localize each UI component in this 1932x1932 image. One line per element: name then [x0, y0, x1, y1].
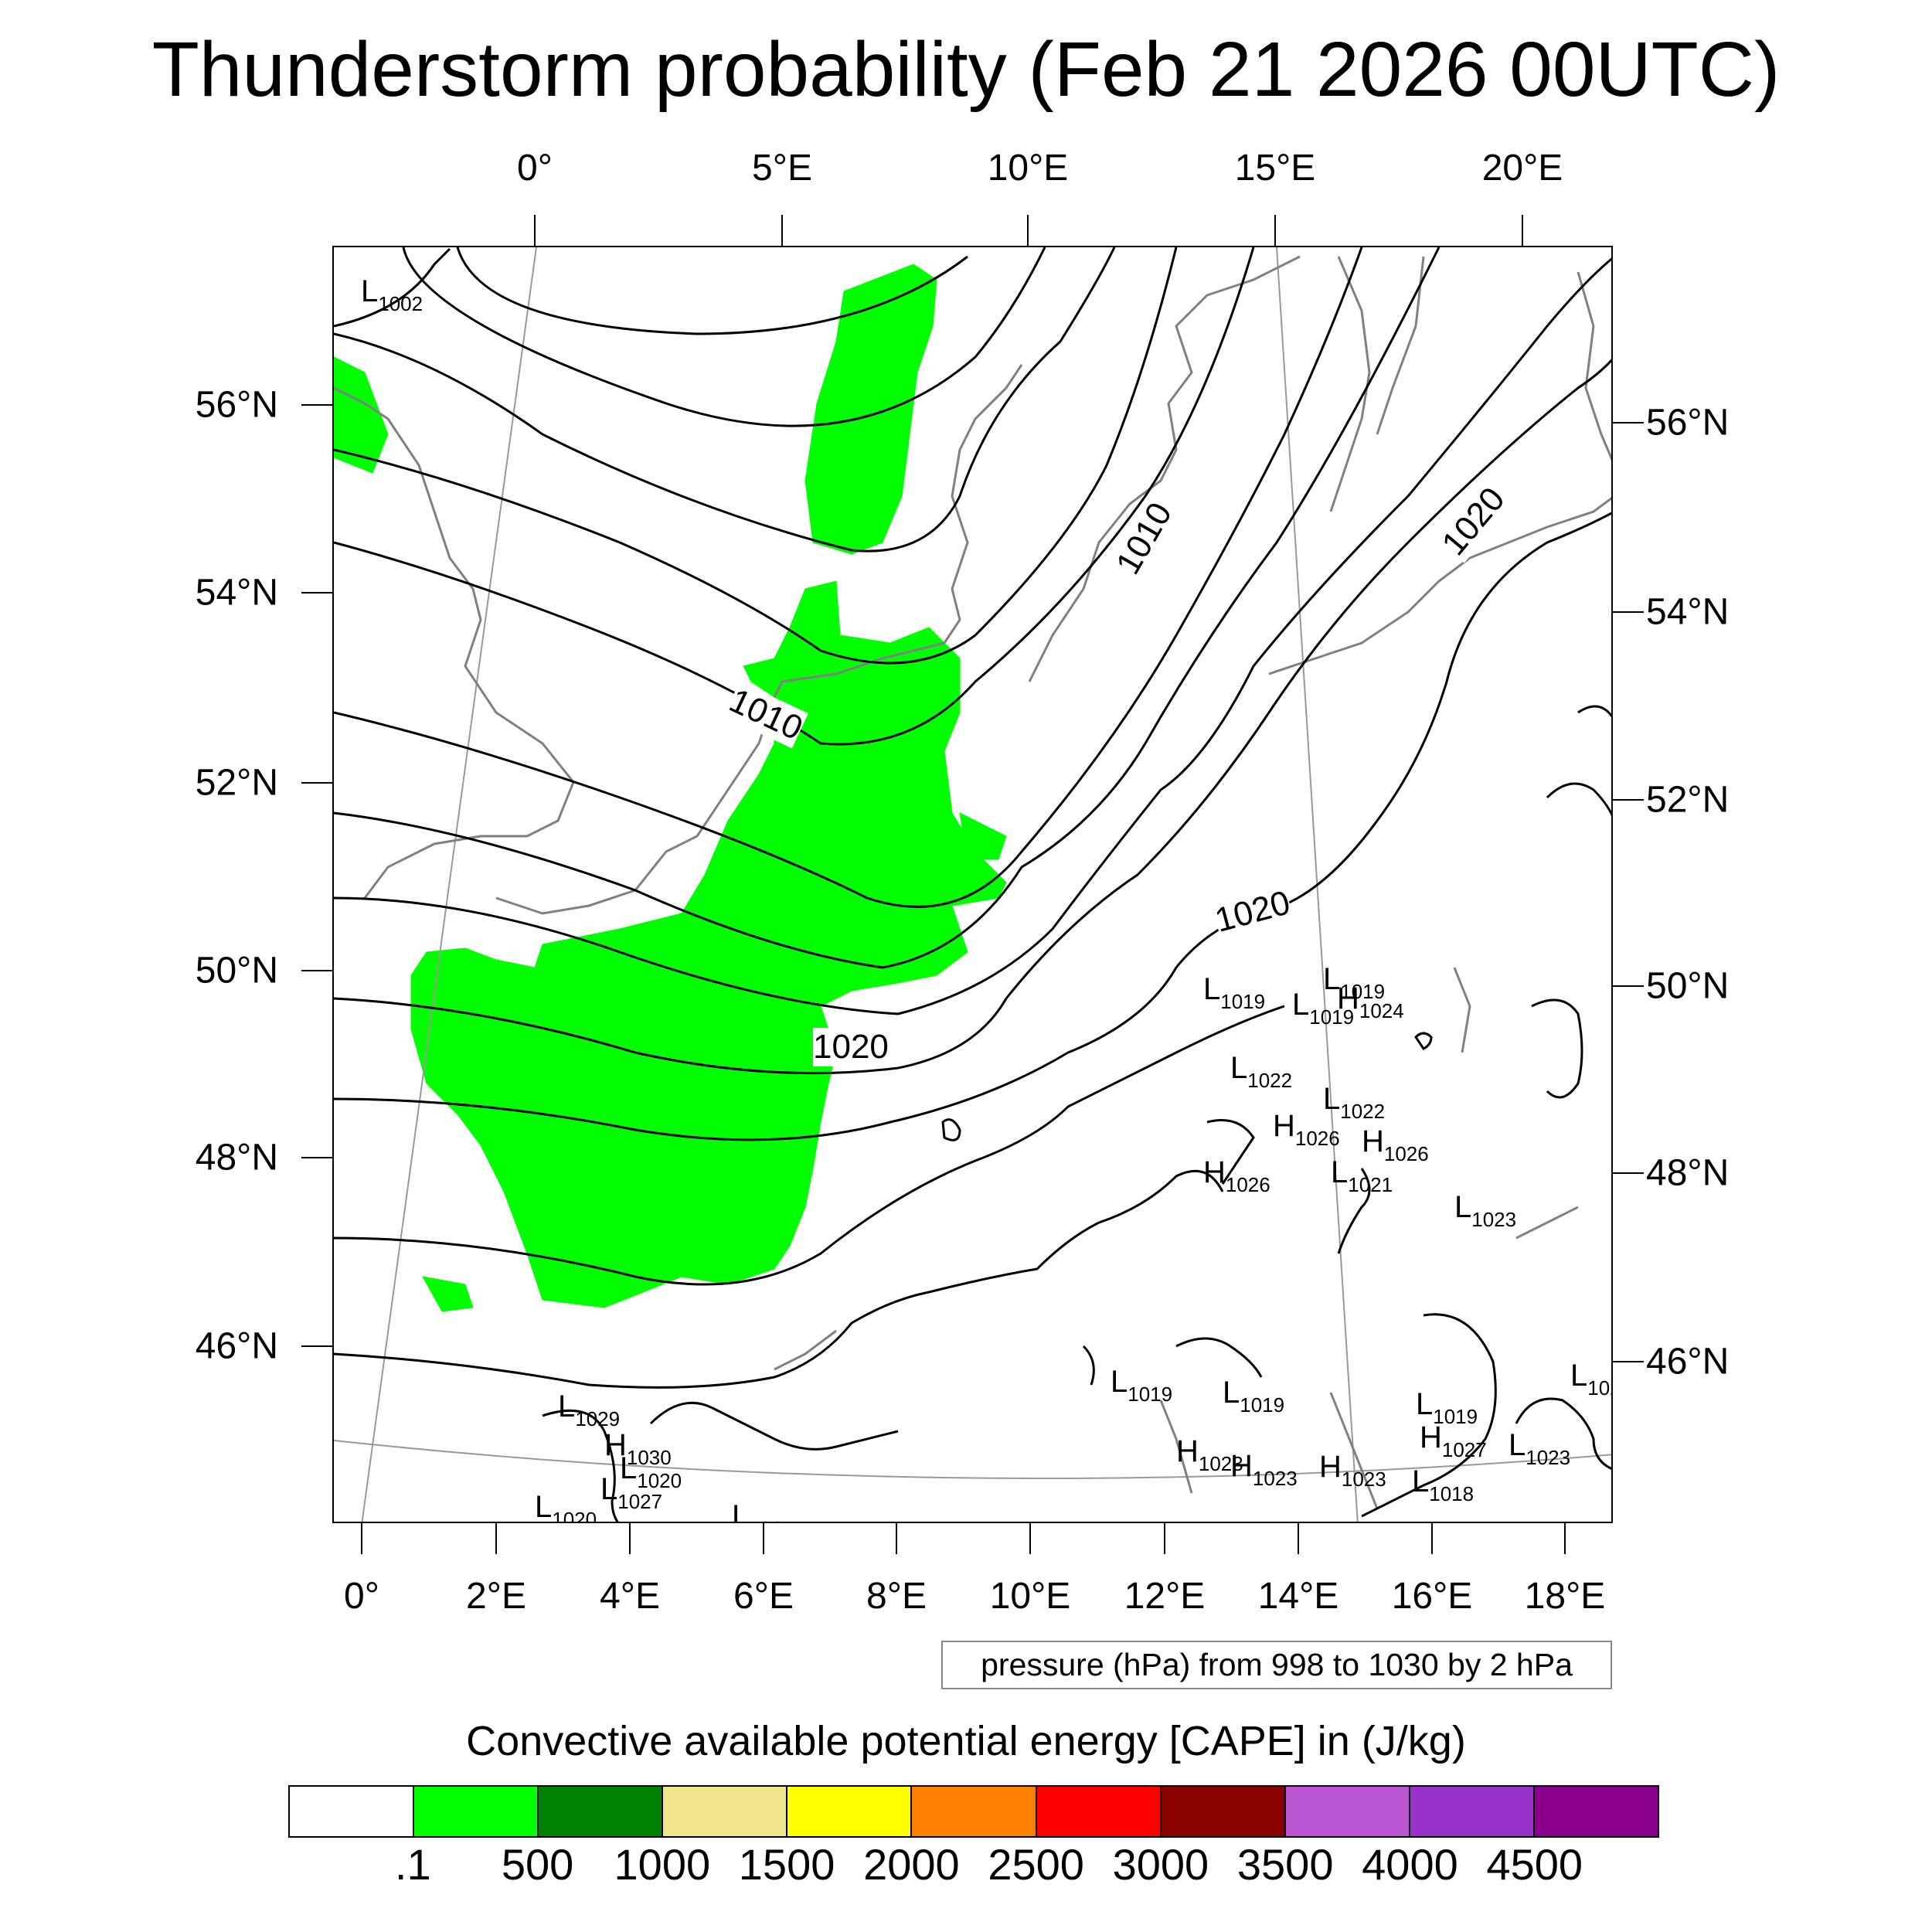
colorbar — [288, 1785, 1659, 1838]
cape-region — [422, 1276, 474, 1312]
colorbar-label: 3000 — [1112, 1840, 1209, 1889]
low-pressure-center: L1002 — [361, 274, 423, 315]
coastlines — [334, 255, 1611, 1509]
bottom-lon-label-3: 6°E — [733, 1576, 794, 1617]
cape-region — [804, 264, 937, 555]
bottom-lon-label-7: 14°E — [1257, 1576, 1339, 1617]
right-lat-label-0: 56°N — [1646, 402, 1730, 444]
colorbar-title: Convective available potential energy [C… — [466, 1718, 1466, 1764]
colorbar-label: 3500 — [1236, 1840, 1334, 1889]
top-lon-label-4: 20°E — [1481, 148, 1563, 189]
left-lat-label-3: 50°N — [195, 950, 278, 992]
cape-region — [334, 356, 389, 474]
low-pressure-center: L1022 — [1230, 1051, 1293, 1092]
high-pressure-center: H1026 — [1203, 1155, 1270, 1196]
right-lat-label-3: 50°N — [1646, 965, 1730, 1007]
colorbar-swatch — [290, 1787, 415, 1836]
low-pressure-center: L1020 — [620, 1451, 682, 1492]
bottom-lon-label-0: 0° — [344, 1576, 379, 1617]
bottom-lon-label-8: 16°E — [1391, 1576, 1473, 1617]
bottom-lon-label-5: 10°E — [989, 1576, 1071, 1617]
colorbar-swatch — [1285, 1787, 1410, 1836]
map-title: Thunderstorm probability (Feb 21 2026 00… — [151, 26, 1781, 113]
low-pressure-center: L1018 — [1412, 1464, 1475, 1505]
colorbar-label: 500 — [501, 1840, 574, 1889]
colorbar-label: 1500 — [738, 1840, 835, 1889]
colorbar-label: 2000 — [863, 1840, 960, 1889]
cape-shading — [334, 264, 1007, 1312]
colorbar-swatch — [912, 1787, 1037, 1836]
top-lon-label-3: 15°E — [1234, 148, 1316, 189]
bottom-lon-label-9: 18°E — [1524, 1576, 1606, 1617]
low-pressure-center: L1019 — [1111, 1365, 1173, 1406]
top-lon-label-1: 5°E — [752, 148, 812, 189]
left-lat-label-5: 46°N — [195, 1325, 278, 1367]
low-pressure-center: L1023 — [1570, 1359, 1611, 1400]
low-pressure-center: L1019 — [1223, 1376, 1285, 1417]
colorbar-swatch — [663, 1787, 788, 1836]
colorbar-swatch — [787, 1787, 913, 1836]
high-pressure-center: H1024 — [1337, 981, 1404, 1022]
cape-region — [959, 812, 1007, 860]
map-plot-area[interactable]: 1010 1010 1020 1020 1020 L1002 L1019 L1019… — [332, 246, 1613, 1523]
bottom-lon-label-6: 12°E — [1124, 1576, 1206, 1617]
low-pressure-center: L1023 — [1454, 1190, 1517, 1231]
colorbar-swatch — [1161, 1787, 1286, 1836]
isobar-label: 1020 — [813, 1028, 889, 1066]
high-pressure-center: H1023 — [1176, 1434, 1243, 1475]
high-pressure-center: H1030 — [604, 1428, 672, 1469]
right-lat-label-4: 48°N — [1646, 1152, 1730, 1194]
colorbar-swatch — [539, 1787, 664, 1836]
colorbar-label: 4500 — [1486, 1840, 1583, 1889]
left-lat-label-1: 54°N — [195, 572, 278, 614]
colorbar-swatch — [1534, 1787, 1658, 1836]
high-pressure-center: H1023 — [1319, 1450, 1386, 1491]
cape-region — [410, 580, 1007, 1308]
left-lat-label-2: 52°N — [195, 762, 278, 804]
contour-info-box: pressure (hPa) from 998 to 1030 by 2 hPa — [941, 1641, 1612, 1689]
top-lon-label-0: 0° — [517, 148, 553, 189]
colorbar-swatch — [1410, 1787, 1535, 1836]
bottom-lon-label-4: 8°E — [866, 1576, 927, 1617]
left-lat-label-0: 56°N — [195, 384, 278, 426]
colorbar-swatch — [414, 1787, 539, 1836]
high-pressure-center: H1026 — [1362, 1124, 1429, 1165]
colorbar-label: 4000 — [1362, 1840, 1458, 1889]
high-pressure-center: H1027 — [1420, 1420, 1487, 1461]
left-lat-label-4: 48°N — [195, 1137, 278, 1179]
high-pressure-center: H1023 — [1230, 1449, 1298, 1490]
colorbar-label: .1 — [394, 1840, 431, 1889]
low-pressure-center: L1023 — [1509, 1428, 1571, 1469]
bottom-lon-label-2: 4°E — [600, 1576, 660, 1617]
low-pressure-center: L1019 — [1203, 972, 1266, 1013]
colorbar-label: 2500 — [988, 1840, 1084, 1889]
low-pressure-center: L1019 — [1416, 1387, 1478, 1428]
isobars — [334, 247, 1611, 1522]
low-pressure-center: L1029 — [558, 1389, 621, 1430]
low-pressure-center: L1021 — [732, 1499, 794, 1523]
bottom-lon-label-1: 2°E — [466, 1576, 526, 1617]
right-lat-label-1: 54°N — [1646, 591, 1730, 633]
top-lon-label-2: 10°E — [987, 148, 1069, 189]
low-pressure-center: L1019 — [1292, 988, 1355, 1029]
right-lat-label-5: 46°N — [1646, 1341, 1730, 1383]
low-pressure-center: L1020 — [535, 1490, 597, 1523]
colorbar-label: 1000 — [614, 1840, 711, 1889]
right-lat-label-2: 52°N — [1646, 779, 1730, 821]
colorbar-swatch — [1036, 1787, 1162, 1836]
low-pressure-center: L1027 — [600, 1472, 663, 1513]
low-pressure-center: L1021 — [1331, 1155, 1393, 1196]
low-pressure-center: L1019 — [1323, 962, 1386, 1003]
high-pressure-center: H1026 — [1273, 1109, 1340, 1150]
low-pressure-center: L1022 — [1323, 1082, 1386, 1123]
